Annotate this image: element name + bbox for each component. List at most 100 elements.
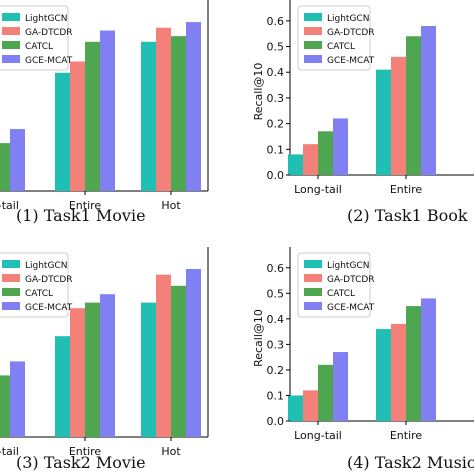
x-tick-label: Long-tail [294,183,342,196]
legend-label-ga-dtcdr: GA-DTCDR [327,28,375,38]
legend-swatch-ga-dtcdr [2,274,20,282]
y-tick-label: 0.5 [267,41,285,54]
bar-catcl-long-tail [318,364,333,421]
legend-label-lightgcn: LightGCN [25,14,67,24]
bar-ga-dtcdr-long-tail [303,390,318,421]
y-tick-label: 0.5 [267,287,285,300]
y-tick-label: 0.1 [267,389,285,402]
legend-label-catcl: CATCL [25,42,53,52]
legend-swatch-catcl [304,288,322,296]
legend-label-ga-dtcdr: GA-DTCDR [327,275,375,285]
x-tick-label: Hot [161,199,181,212]
bar-lightgcn-entire [55,336,70,437]
bar-gce-mcat-hot [186,269,201,437]
y-axis-label: Recall@10 [252,309,265,367]
legend-label-lightgcn: LightGCN [327,14,369,24]
legend-box [0,252,69,318]
legend-swatch-lightgcn [304,13,322,21]
legend-swatch-ga-dtcdr [2,27,20,35]
bar-catcl-entire [406,306,421,421]
bar-catcl-entire [406,36,421,176]
legend-swatch-catcl [2,288,20,296]
bar-gce-mcat-entire [100,294,115,437]
bar-ga-dtcdr-long-tail [303,144,318,175]
legend-label-catcl: CATCL [25,289,53,299]
y-tick-label: 0.0 [267,169,285,182]
y-tick-label: 0.6 [267,262,285,275]
y-tick-label: 0.4 [267,313,285,326]
bar-catcl-long-tail [0,143,10,191]
bar-catcl-hot [171,285,186,437]
legend-swatch-gce-mcat [2,302,20,310]
bar-lightgcn-long-tail [288,154,303,175]
legend-box [297,252,371,318]
bar-ga-dtcdr-entire [70,308,85,437]
bar-gce-mcat-long-tail [333,118,348,175]
caption-task2-music: (4) Task2 Music [347,453,474,472]
x-tick-label: Entire [69,199,102,212]
legend-swatch-ga-dtcdr [304,274,322,282]
bar-lightgcn-long-tail [288,395,303,421]
legend-label-ga-dtcdr: GA-DTCDR [25,275,73,285]
legend-box [0,5,69,71]
x-tick-label: Long-tail [294,429,342,442]
bar-lightgcn-entire [376,329,391,421]
bar-ga-dtcdr-entire [70,61,85,191]
bar-ga-dtcdr-entire [391,323,406,421]
caption-task1-book: (2) Task1 Book [347,206,468,225]
x-tick-label: Long-tail [0,199,19,212]
bar-gce-mcat-hot [186,22,201,192]
x-tick-label: Entire [390,429,423,442]
legend-swatch-catcl [304,41,322,49]
bar-gce-mcat-entire [421,25,436,175]
bar-catcl-long-tail [318,131,333,175]
legend-swatch-lightgcn [304,260,322,268]
bar-gce-mcat-long-tail [10,361,25,437]
legend-label-gce-mcat: GCE-MCAT [25,303,73,313]
legend-swatch-gce-mcat [2,55,20,63]
y-axis-label: Recall@10 [252,63,265,121]
legend-label-gce-mcat: GCE-MCAT [327,303,375,313]
bar-ga-dtcdr-hot [156,274,171,437]
bar-catcl-entire [85,41,100,192]
bar-gce-mcat-entire [100,30,115,192]
y-tick-label: 0.1 [267,143,285,156]
legend-label-lightgcn: LightGCN [25,261,67,271]
legend-swatch-lightgcn [2,13,20,21]
y-tick-label: 0.0 [267,415,285,428]
legend-label-gce-mcat: GCE-MCAT [25,56,73,66]
bar-lightgcn-entire [55,72,70,191]
bar-ga-dtcdr-entire [391,56,406,175]
legend-swatch-catcl [2,41,20,49]
y-tick-label: 0.3 [267,338,285,351]
bar-lightgcn-hot [141,41,156,192]
bar-gce-mcat-entire [421,298,436,421]
bar-lightgcn-entire [376,69,391,175]
bar-gce-mcat-long-tail [333,352,348,421]
legend-label-ga-dtcdr: GA-DTCDR [25,28,73,38]
y-tick-label: 0.3 [267,92,285,105]
x-tick-label: Long-tail [0,445,19,458]
x-tick-label: Entire [390,183,423,196]
caption-task2-movie: (3) Task2 Movie [16,453,146,472]
bar-catcl-long-tail [0,375,10,437]
legend-swatch-lightgcn [2,260,20,268]
x-tick-label: Hot [161,445,181,458]
y-tick-label: 0.4 [267,66,285,79]
legend-label-gce-mcat: GCE-MCAT [327,56,375,66]
legend-swatch-ga-dtcdr [304,27,322,35]
y-tick-label: 0.2 [267,364,285,377]
legend-swatch-gce-mcat [304,55,322,63]
y-tick-label: 0.6 [267,15,285,28]
legend-label-catcl: CATCL [327,42,355,52]
caption-task1-movie: (1) Task1 Movie [16,206,146,225]
bar-catcl-entire [85,302,100,437]
legend-swatch-gce-mcat [304,302,322,310]
bar-catcl-hot [171,36,186,192]
legend-box [297,5,371,71]
bar-ga-dtcdr-hot [156,27,171,192]
legend-label-catcl: CATCL [327,289,355,299]
bar-gce-mcat-long-tail [10,129,25,191]
y-tick-label: 0.2 [267,118,285,131]
